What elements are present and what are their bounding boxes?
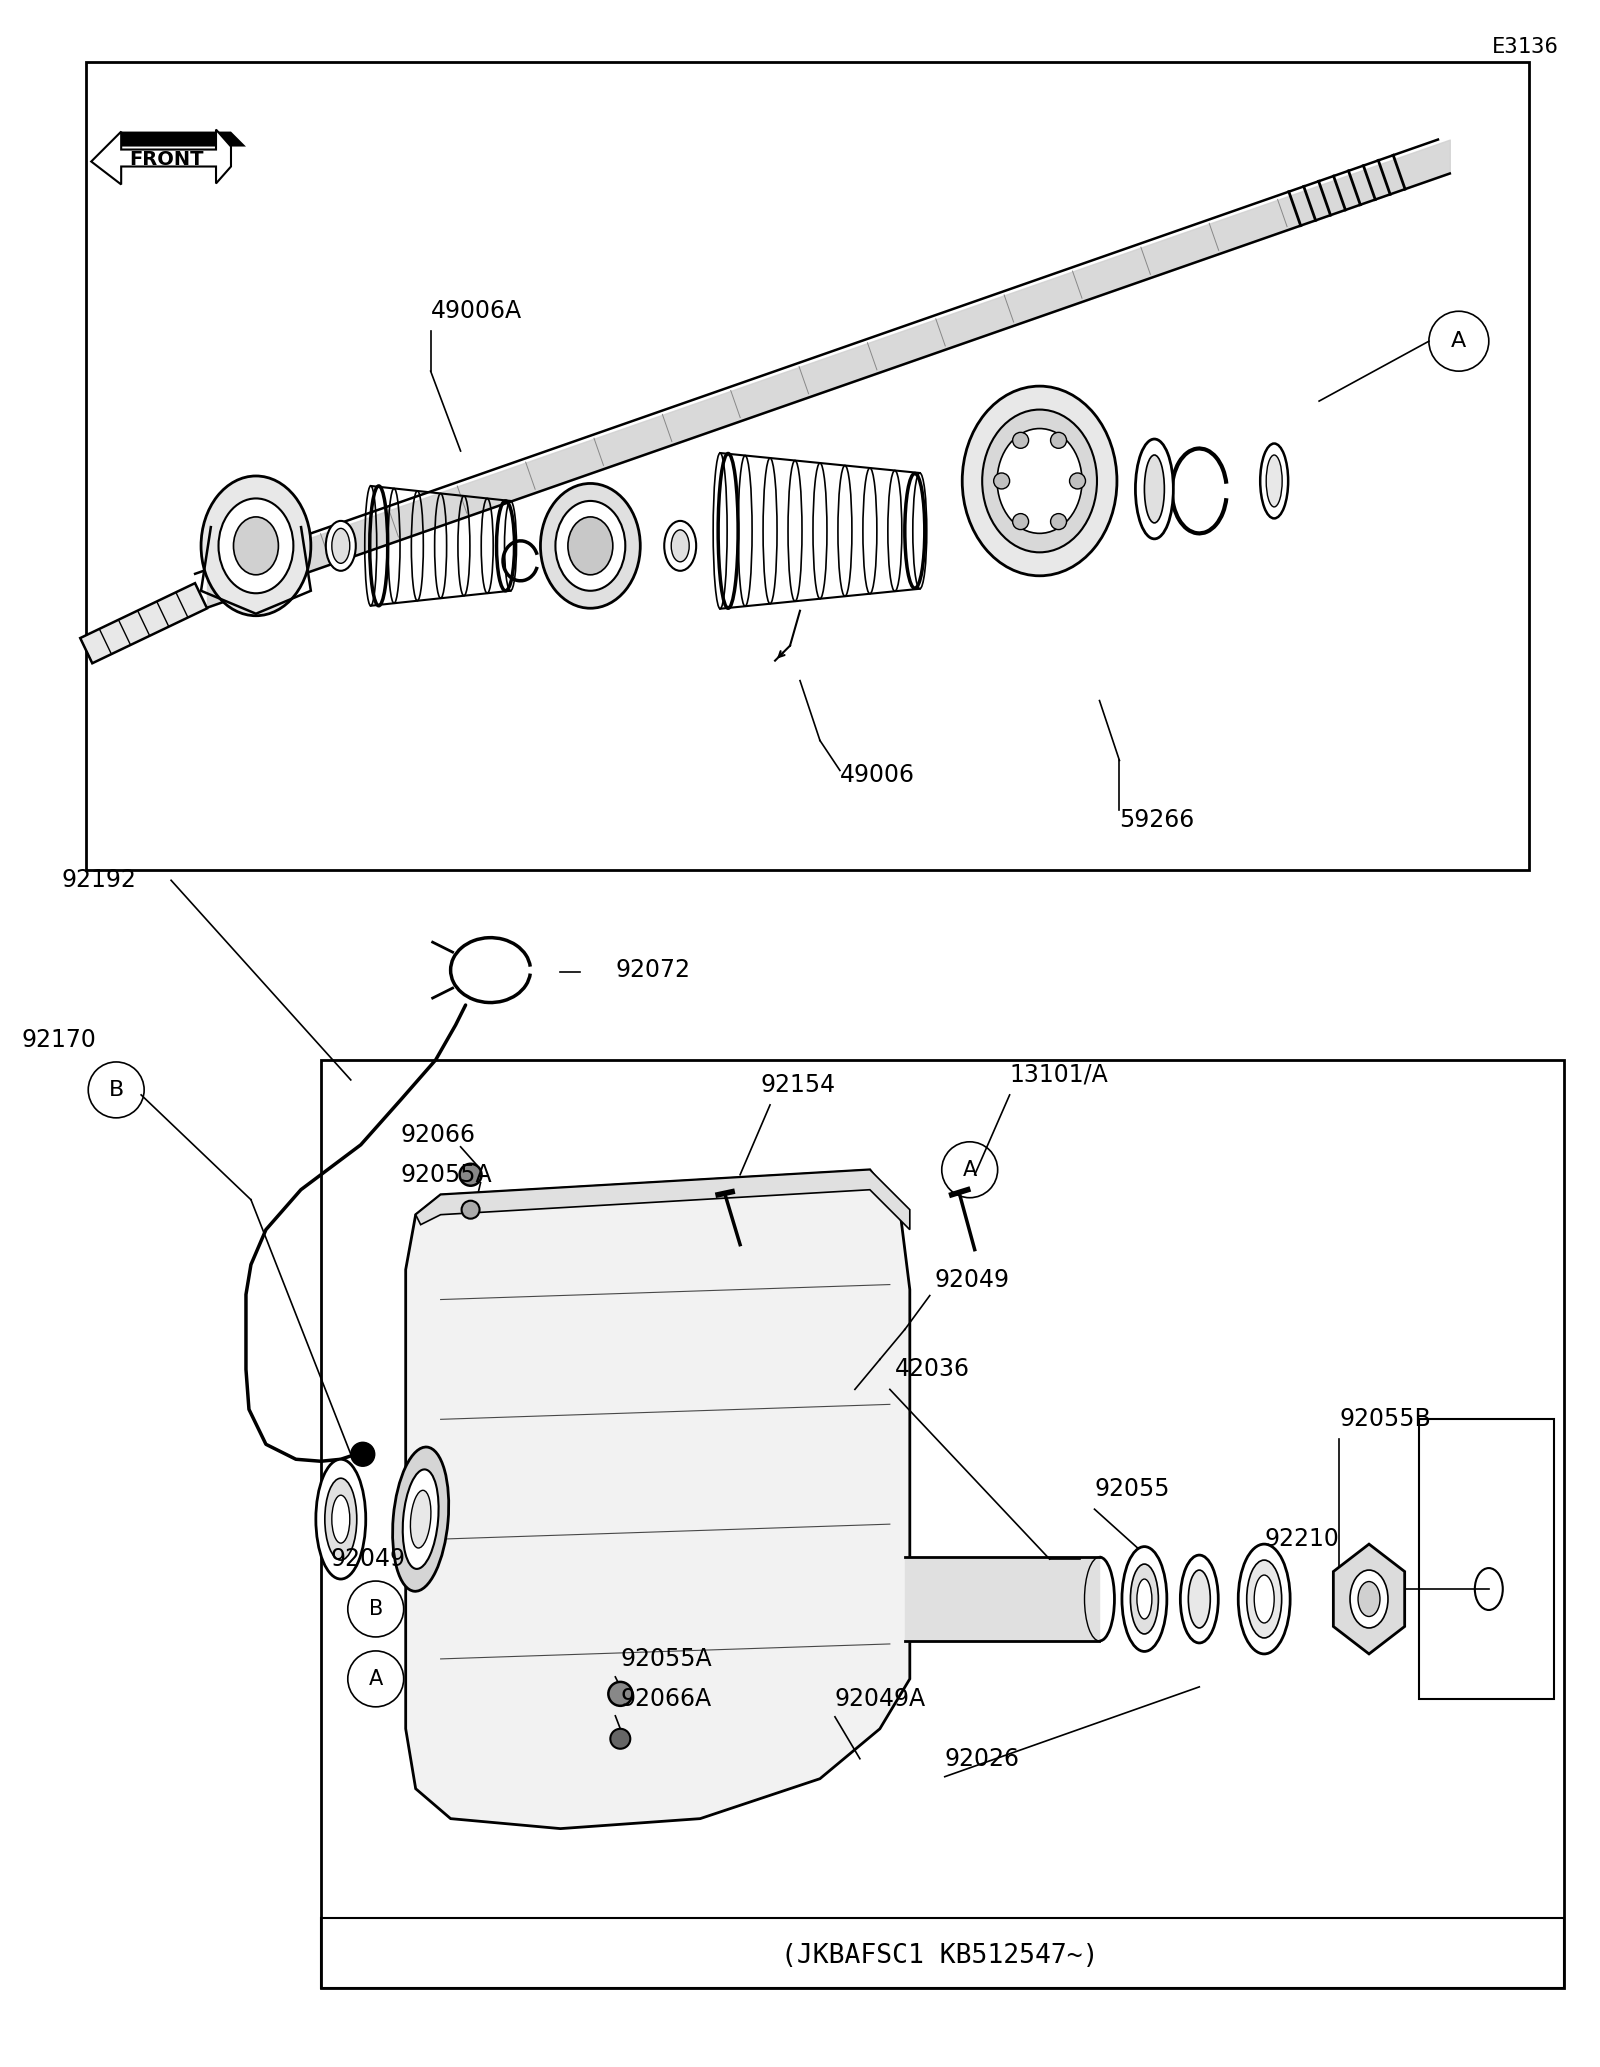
Text: 92049A: 92049A [835, 1687, 926, 1711]
Polygon shape [406, 1170, 910, 1829]
Ellipse shape [325, 1478, 357, 1561]
Text: 92055A: 92055A [621, 1647, 712, 1670]
Ellipse shape [202, 475, 310, 616]
Polygon shape [122, 132, 246, 147]
Text: B: B [109, 1079, 123, 1100]
Text: 92210: 92210 [1264, 1528, 1339, 1550]
Text: 92154: 92154 [760, 1073, 835, 1098]
Text: 49006A: 49006A [430, 300, 522, 322]
Text: 49006: 49006 [840, 763, 915, 788]
Circle shape [350, 1443, 374, 1466]
Ellipse shape [1136, 438, 1173, 539]
Text: A: A [963, 1160, 978, 1180]
Ellipse shape [459, 1164, 482, 1186]
Text: 92055: 92055 [1094, 1478, 1170, 1501]
Ellipse shape [1013, 432, 1029, 449]
Ellipse shape [555, 500, 626, 591]
Text: 92170: 92170 [21, 1027, 96, 1052]
Ellipse shape [1246, 1561, 1282, 1637]
Ellipse shape [1189, 1571, 1210, 1629]
Ellipse shape [541, 484, 640, 608]
Ellipse shape [331, 529, 350, 564]
Text: 92192: 92192 [61, 868, 136, 893]
Polygon shape [416, 1170, 910, 1230]
Ellipse shape [610, 1728, 630, 1749]
Ellipse shape [234, 517, 278, 575]
Text: 92055A: 92055A [400, 1164, 493, 1186]
Ellipse shape [1013, 513, 1029, 529]
Text: 92066: 92066 [400, 1122, 475, 1147]
Ellipse shape [1144, 455, 1165, 523]
Text: 92049: 92049 [331, 1546, 406, 1571]
Ellipse shape [1051, 513, 1067, 529]
Ellipse shape [568, 517, 613, 575]
Text: A: A [368, 1668, 382, 1689]
Ellipse shape [1254, 1575, 1274, 1623]
Ellipse shape [410, 1490, 430, 1548]
Text: 42036: 42036 [894, 1358, 970, 1381]
Ellipse shape [331, 1494, 350, 1544]
Ellipse shape [997, 428, 1082, 533]
Ellipse shape [1122, 1546, 1166, 1652]
Text: 13101/A: 13101/A [1010, 1062, 1109, 1087]
Ellipse shape [1238, 1544, 1290, 1654]
Text: 92049: 92049 [934, 1267, 1010, 1292]
Ellipse shape [1261, 444, 1288, 519]
Ellipse shape [1069, 473, 1085, 490]
Text: 92066A: 92066A [621, 1687, 712, 1711]
Ellipse shape [1181, 1554, 1218, 1643]
Ellipse shape [1358, 1581, 1379, 1616]
Text: (JKBAFSC1 KB512547~): (JKBAFSC1 KB512547~) [781, 1943, 1099, 1970]
Text: 92026: 92026 [944, 1747, 1019, 1771]
Text: B: B [368, 1600, 382, 1618]
Ellipse shape [1266, 455, 1282, 506]
Ellipse shape [982, 409, 1098, 552]
Text: 92072: 92072 [616, 959, 690, 982]
Ellipse shape [326, 521, 355, 570]
Text: E3136: E3136 [1491, 37, 1558, 56]
Ellipse shape [1051, 432, 1067, 449]
Ellipse shape [994, 473, 1010, 490]
Polygon shape [1333, 1544, 1405, 1654]
Ellipse shape [219, 498, 293, 593]
Polygon shape [91, 130, 230, 184]
Ellipse shape [461, 1201, 480, 1220]
Ellipse shape [392, 1447, 448, 1592]
Text: 92055B: 92055B [1339, 1408, 1430, 1430]
Text: FRONT: FRONT [130, 151, 203, 169]
Ellipse shape [315, 1459, 366, 1579]
Ellipse shape [403, 1470, 438, 1569]
Ellipse shape [608, 1683, 632, 1705]
Ellipse shape [962, 387, 1117, 577]
Ellipse shape [1138, 1579, 1152, 1618]
Ellipse shape [1131, 1565, 1158, 1633]
Polygon shape [80, 583, 206, 664]
Ellipse shape [672, 529, 690, 562]
Text: A: A [1451, 331, 1467, 351]
Ellipse shape [664, 521, 696, 570]
Text: 59266: 59266 [1120, 808, 1195, 833]
Ellipse shape [1350, 1571, 1387, 1629]
